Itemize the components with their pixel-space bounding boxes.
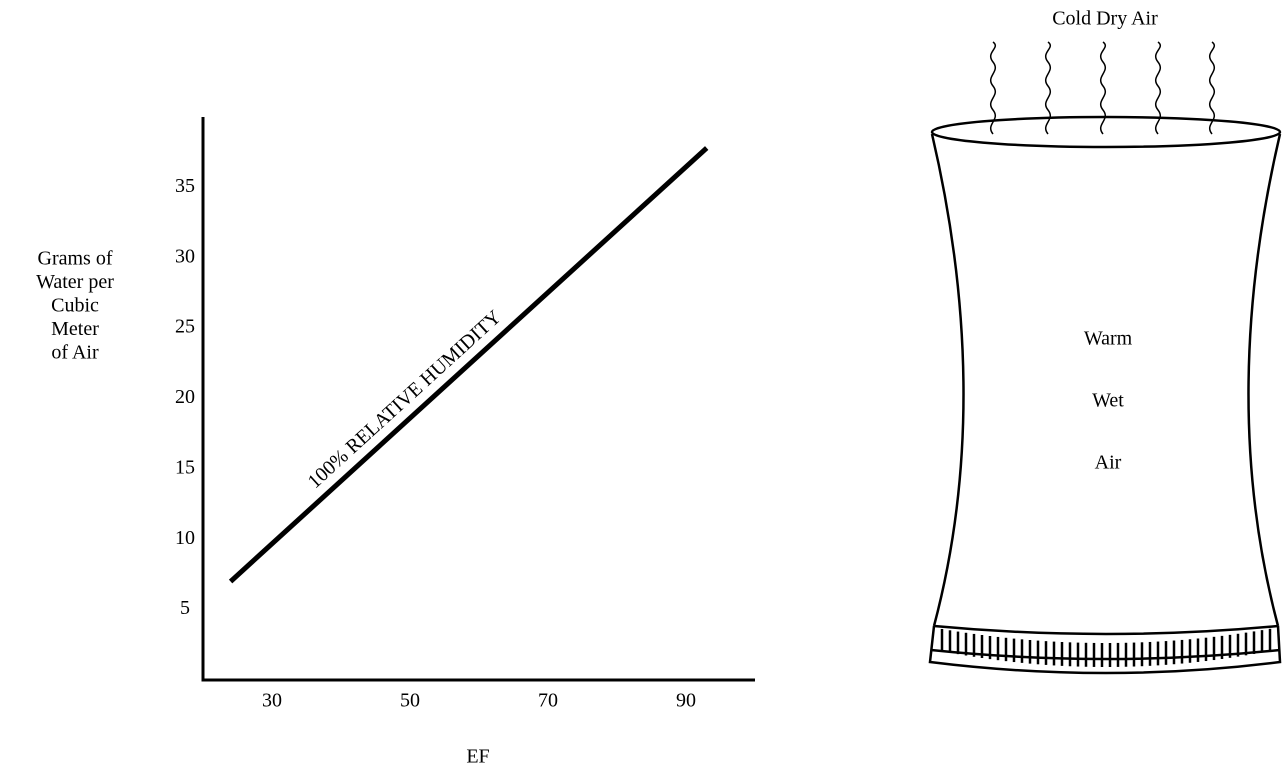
steam-line: [1045, 41, 1051, 135]
y-tick-label: 20: [175, 386, 195, 408]
tower-label: Warm: [1084, 328, 1133, 350]
y-axis-label: Meter: [51, 318, 99, 340]
y-axis-label: Water per: [36, 271, 114, 293]
steam-lines: [990, 41, 1215, 135]
x-tick-label: 90: [676, 690, 696, 712]
steam-line: [990, 41, 996, 135]
base-rim: [928, 625, 1282, 675]
steam-line: [1209, 41, 1215, 135]
steam-line: [1100, 41, 1106, 135]
steam-line: [1155, 41, 1161, 135]
tower-right-side: [1247, 133, 1282, 627]
tower-label: Wet: [1092, 390, 1124, 412]
data-line: [228, 146, 709, 584]
y-tick-label: 10: [175, 527, 195, 549]
x-axis-label: EF: [466, 746, 489, 768]
y-axis-label: Cubic: [51, 295, 99, 317]
tower-left-side: [930, 133, 965, 627]
y-axis-label: of Air: [51, 342, 99, 364]
cooling-tower: Cold Dry Air Warm Wet Air: [928, 8, 1282, 675]
x-tick-label: 70: [538, 690, 558, 712]
y-tick-label: 35: [175, 175, 195, 197]
tower-top: [930, 115, 1282, 149]
tower-label: Air: [1095, 452, 1122, 474]
y-axis-label: Grams of: [38, 248, 113, 270]
base-slats: [940, 628, 1272, 667]
x-tick-label: 50: [400, 690, 420, 712]
tower-title: Cold Dry Air: [1052, 8, 1158, 30]
x-tick-label: 30: [262, 690, 282, 712]
y-tick-label: 5: [180, 597, 190, 619]
base-top: [933, 624, 1279, 636]
y-tick-label: 30: [175, 245, 195, 267]
base-band-bottom: [930, 648, 1281, 661]
y-tick-label: 25: [175, 316, 195, 338]
line-annotation: 100% RELATIVE HUMIDITY: [304, 306, 506, 493]
y-tick-label: 15: [175, 456, 195, 478]
